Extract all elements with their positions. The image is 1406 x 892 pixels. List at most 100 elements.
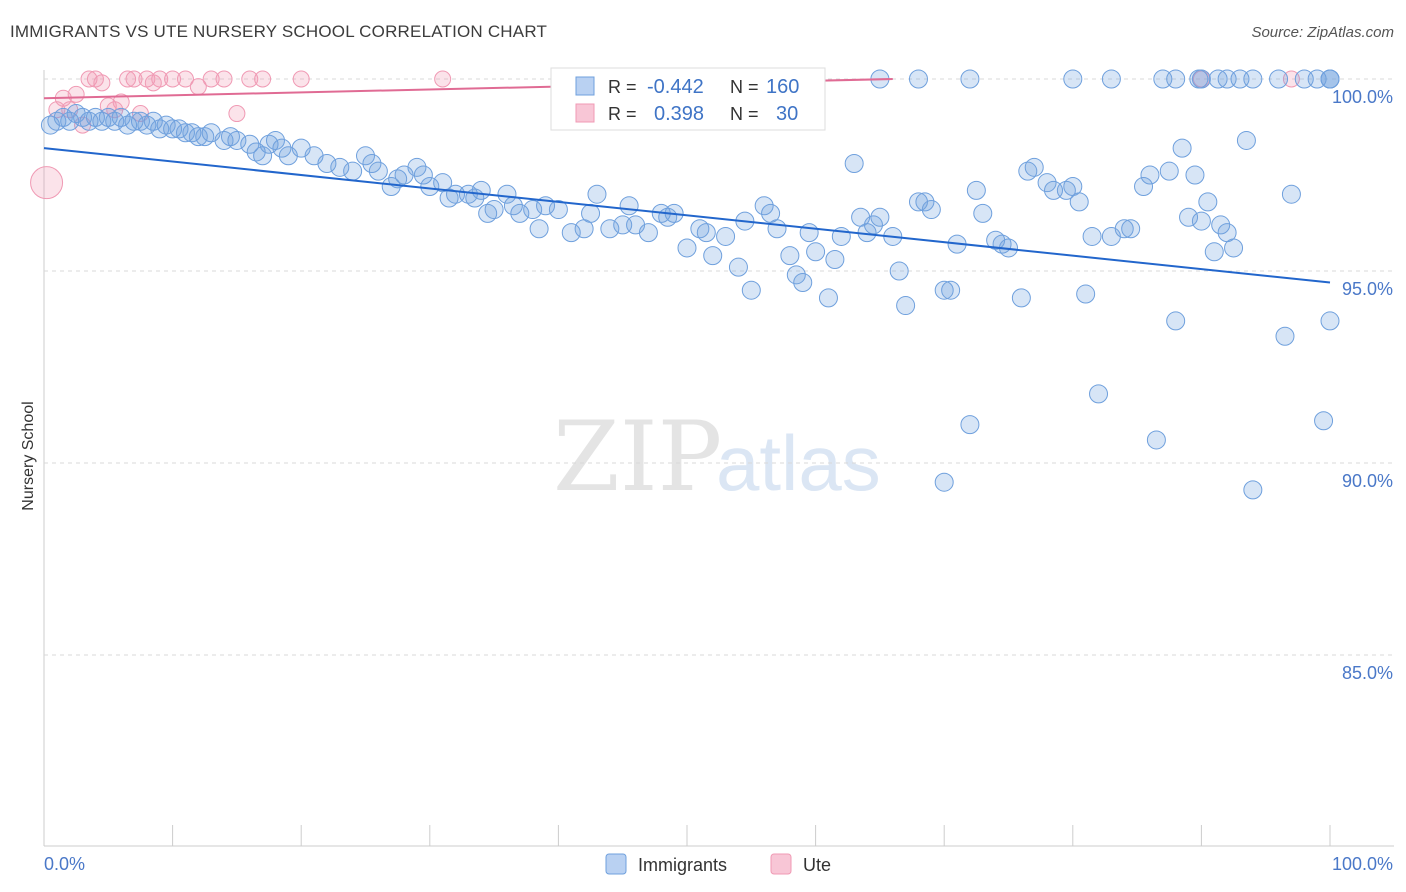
immigrants-point — [1069, 192, 1089, 212]
chart-title: IMMIGRANTS VS UTE NURSERY SCHOOL CORRELA… — [10, 22, 548, 41]
immigrants-point — [1146, 430, 1166, 450]
legend-r-value-immigrants: -0.442 — [647, 76, 704, 98]
y-tick-label: 100.0% — [1332, 87, 1393, 107]
immigrants-point — [111, 107, 131, 127]
ute-point — [434, 70, 452, 88]
ute-point — [125, 70, 143, 88]
immigrants-point — [381, 177, 401, 197]
immigrants-point — [253, 146, 273, 166]
immigrants-point — [1172, 138, 1192, 158]
immigrants-point — [619, 196, 639, 216]
immigrants-point — [1153, 69, 1173, 89]
immigrants-point — [1140, 165, 1160, 185]
y-tick-label: 85.0% — [1342, 663, 1393, 683]
immigrants-point — [1089, 384, 1109, 404]
immigrants-trend-line — [43, 147, 1331, 284]
immigrants-point — [600, 219, 620, 239]
immigrants-point — [1314, 411, 1334, 431]
immigrants-point — [1134, 177, 1154, 197]
immigrants-point — [188, 127, 208, 147]
legend-r-value-ute: 0.398 — [654, 103, 704, 125]
immigrants-point — [1320, 69, 1340, 89]
immigrants-point — [638, 223, 658, 243]
immigrants-point — [844, 153, 864, 173]
immigrants-point — [1198, 192, 1218, 212]
immigrants-point — [896, 296, 916, 316]
immigrants-point — [1208, 69, 1228, 89]
y-tick-label: 95.0% — [1342, 279, 1393, 299]
immigrants-point — [1063, 69, 1083, 89]
series-legend-label-ute: Ute — [803, 855, 831, 875]
legend-swatch-ute — [575, 103, 595, 123]
ute-point — [202, 70, 220, 88]
immigrants-point — [343, 161, 363, 181]
immigrants-point — [1185, 165, 1205, 185]
immigrants-point — [124, 111, 144, 131]
immigrants-point — [1243, 480, 1263, 500]
immigrants-point — [1179, 207, 1199, 227]
immigrants-point — [799, 223, 819, 243]
immigrants-point — [915, 192, 935, 212]
immigrants-point — [413, 165, 433, 185]
immigrants-point — [825, 249, 845, 269]
immigrants-point — [60, 111, 80, 131]
ute-point — [292, 70, 310, 88]
immigrants-point — [1024, 157, 1044, 177]
immigrants-point — [677, 238, 697, 258]
immigrants-point — [1121, 219, 1141, 239]
immigrants-point — [934, 472, 954, 492]
immigrants-point — [1082, 226, 1102, 246]
immigrants-point — [1037, 173, 1057, 193]
immigrants-point — [728, 257, 748, 277]
immigrants-point — [1224, 238, 1244, 258]
immigrants-point — [471, 180, 491, 200]
ute-point — [228, 105, 246, 123]
ute-point — [119, 70, 137, 88]
legend-r-label-immigrants: R = — [608, 77, 637, 97]
immigrants-point — [362, 153, 382, 173]
immigrants-point — [818, 288, 838, 308]
immigrants-point — [587, 184, 607, 204]
immigrants-point — [703, 246, 723, 266]
y-axis-label: Nursery School — [20, 401, 37, 510]
ute-point — [241, 70, 259, 88]
immigrants-point — [1236, 130, 1256, 150]
immigrants-point — [696, 223, 716, 243]
immigrants-point — [523, 200, 543, 220]
immigrants-point — [1011, 288, 1031, 308]
ute-point — [112, 93, 130, 111]
x-tick-label: 100.0% — [1332, 854, 1393, 874]
immigrants-point — [767, 219, 787, 239]
immigrants-point — [960, 415, 980, 435]
immigrants-point — [921, 200, 941, 220]
immigrants-point — [1101, 69, 1121, 89]
ute-point — [67, 85, 85, 103]
chart-source: Source: ZipAtlas.com — [1251, 24, 1394, 41]
immigrants-point — [561, 223, 581, 243]
immigrants-point — [960, 69, 980, 89]
immigrants-point — [368, 161, 388, 181]
immigrants-point — [240, 134, 260, 154]
immigrants-point — [548, 200, 568, 220]
immigrants-point — [510, 203, 530, 223]
immigrants-point — [1269, 69, 1289, 89]
ute-point — [164, 70, 182, 88]
immigrants-point — [741, 280, 761, 300]
immigrants-point — [175, 123, 195, 143]
legend-n-label-immigrants: N = — [730, 77, 759, 97]
immigrants-point — [1243, 69, 1263, 89]
immigrants-point — [1114, 219, 1134, 239]
immigrants-point — [317, 153, 337, 173]
series-legend-swatch-immigrants — [605, 853, 627, 875]
immigrants-point — [330, 157, 350, 177]
immigrants-point — [934, 280, 954, 300]
immigrants-point — [1211, 215, 1231, 235]
immigrants-point — [529, 219, 549, 239]
legend-n-value-immigrants: 160 — [766, 76, 799, 98]
legend-n-value-ute: 30 — [776, 103, 798, 125]
series-legend-swatch-ute — [770, 853, 792, 875]
immigrants-point — [941, 280, 961, 300]
ute-point — [93, 74, 111, 92]
immigrants-point — [889, 261, 909, 281]
